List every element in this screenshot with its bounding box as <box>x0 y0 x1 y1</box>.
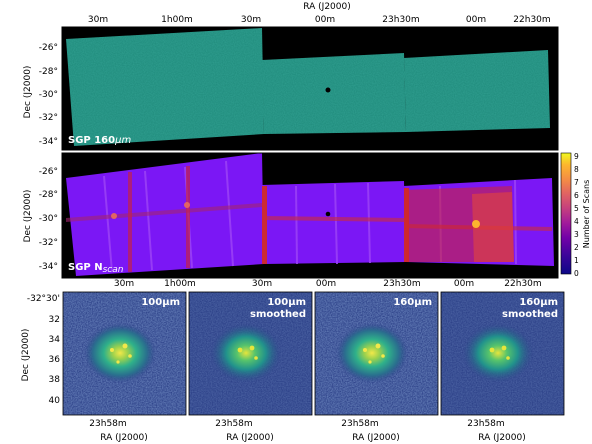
top-dec-tick-0: -26° <box>39 43 58 53</box>
colorbar-tick-1: 1 <box>574 256 579 265</box>
top-dec-tick-2: -30° <box>39 90 58 100</box>
middle-panel-label: SGP Nscan <box>68 262 124 275</box>
top-dec-tick-1: -28° <box>39 67 58 77</box>
bottom-dec-ticks: -32°30' 32 34 36 38 40 <box>27 294 60 406</box>
top-ra-tick-2: 30m <box>241 15 261 25</box>
colorbar-tick-3: 3 <box>574 230 579 239</box>
bottom-ra-axis-labels: RA (J2000) RA (J2000) RA (J2000) RA (J20… <box>100 433 526 443</box>
top-ra-ticks: 30m 1h00m 30m 00m 23h30m 00m 22h30m <box>88 15 551 25</box>
top-ra-tick-1: 1h00m <box>161 15 193 25</box>
middle-dec-tick-1: -28° <box>39 190 58 200</box>
galaxy-panel-2-label: 100μm <box>267 297 306 308</box>
top-dec-tick-4: -34° <box>39 137 58 147</box>
galaxy-panel-3-label: 160μm <box>393 297 432 308</box>
bottom-dec-tick-0: -32°30' <box>27 294 60 304</box>
top-dec-tick-3: -32° <box>39 113 58 123</box>
galaxy-panel-100um: 100μm <box>62 291 187 416</box>
colorbar <box>560 152 572 275</box>
bottom-panels: Dec (J2000) -32°30' 32 34 36 38 40 100μm… <box>21 291 565 443</box>
colorbar-tick-5: 5 <box>574 204 579 213</box>
colorbar-tick-2: 2 <box>574 243 579 252</box>
middle-ra-tick-1: 1h00m <box>164 279 196 289</box>
bottom-ra-label-2: RA (J2000) <box>226 433 274 443</box>
colorbar-ticks: 9 8 7 6 5 4 3 2 1 0 <box>574 152 579 278</box>
bottom-dec-tick-4: 38 <box>49 375 61 385</box>
bottom-ra-label-3: RA (J2000) <box>352 433 400 443</box>
colorbar-label: Number of Scans <box>582 180 591 249</box>
top-ra-tick-5: 00m <box>466 15 486 25</box>
top-ra-tick-3: 00m <box>315 15 335 25</box>
bottom-dec-tick-3: 36 <box>49 355 61 365</box>
bottom-ra-tick-2: 23h58m <box>215 419 252 429</box>
middle-ra-tick-2: 30m <box>252 279 272 289</box>
colorbar-tick-8: 8 <box>574 165 579 174</box>
colorbar-tick-9: 9 <box>574 152 579 161</box>
colorbar-tick-0: 0 <box>574 269 579 278</box>
bottom-ra-tick-3: 23h58m <box>341 419 378 429</box>
bottom-ra-label-1: RA (J2000) <box>100 433 148 443</box>
top-map-frame <box>61 26 559 151</box>
top-dec-ticks: -26° -28° -30° -32° -34° <box>39 43 58 147</box>
middle-map-frame <box>61 152 559 279</box>
top-ra-tick-6: 22h30m <box>513 15 550 25</box>
middle-dec-tick-2: -30° <box>39 214 58 224</box>
galaxy-panel-160um-smoothed: 160μm smoothed <box>440 291 565 416</box>
bottom-ra-label-4: RA (J2000) <box>478 433 526 443</box>
middle-ra-tick-3: 00m <box>316 279 336 289</box>
middle-dec-axis-label: Dec (J2000) <box>23 190 33 243</box>
galaxy-panel-1-label: 100μm <box>141 297 180 308</box>
middle-ra-tick-6: 22h30m <box>504 279 541 289</box>
colorbar-tick-4: 4 <box>574 217 579 226</box>
middle-dec-tick-4: -34° <box>39 262 58 272</box>
top-dec-axis-label: Dec (J2000) <box>23 66 33 119</box>
middle-map-coverage <box>66 153 554 276</box>
middle-dec-tick-0: -26° <box>39 167 58 177</box>
middle-ra-ticks: 30m 1h00m 30m 00m 23h30m 00m 22h30m <box>114 279 542 289</box>
bottom-ra-tick-1: 23h58m <box>89 419 126 429</box>
middle-dec-ticks: -26° -28° -30° -32° -34° <box>39 167 58 272</box>
galaxy-panel-4-sublabel: smoothed <box>502 309 558 320</box>
galaxy-panel-2-sublabel: smoothed <box>250 309 306 320</box>
bottom-dec-axis-label: Dec (J2000) <box>21 329 31 382</box>
middle-ra-tick-4: 23h30m <box>383 279 420 289</box>
galaxy-panel-160um: 160μm <box>314 291 439 416</box>
middle-dec-tick-3: -32° <box>39 238 58 248</box>
galaxy-panel-4-label: 160μm <box>519 297 558 308</box>
top-panel-label: SGP 160μm <box>68 135 131 146</box>
colorbar-tick-6: 6 <box>574 191 579 200</box>
top-ra-tick-4: 23h30m <box>382 15 419 25</box>
galaxy-panel-100um-smoothed: 100μm smoothed <box>188 291 313 416</box>
colorbar-tick-7: 7 <box>574 178 579 187</box>
bottom-dec-tick-2: 34 <box>49 335 61 345</box>
top-ra-axis-label: RA (J2000) <box>303 2 351 12</box>
bottom-dec-tick-1: 32 <box>49 315 60 325</box>
middle-panel: SGP Nscan Dec (J2000) -26° -28° -30° -32… <box>23 152 591 289</box>
bottom-ra-ticks: 23h58m 23h58m 23h58m 23h58m <box>89 419 504 429</box>
top-map-footprint <box>62 27 558 150</box>
bottom-ra-tick-4: 23h58m <box>467 419 504 429</box>
bottom-dec-tick-5: 40 <box>49 396 61 406</box>
middle-ra-tick-5: 00m <box>454 279 474 289</box>
middle-ra-tick-0: 30m <box>114 279 134 289</box>
top-ra-tick-0: 30m <box>88 15 108 25</box>
top-panel: RA (J2000) 30m 1h00m 30m 00m 23h30m 00m … <box>23 2 559 151</box>
